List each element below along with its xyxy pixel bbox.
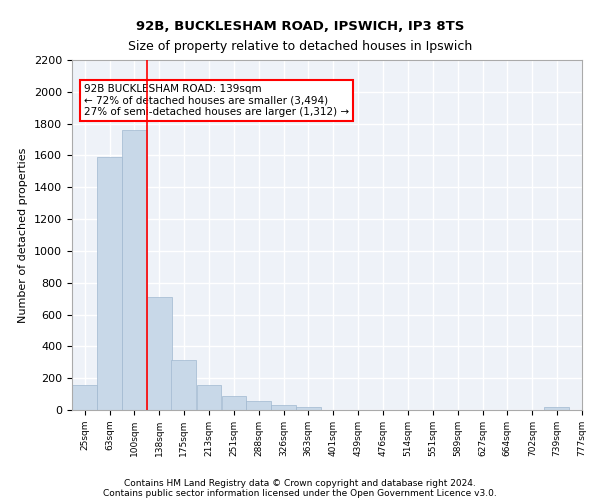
Text: Size of property relative to detached houses in Ipswich: Size of property relative to detached ho… (128, 40, 472, 53)
Y-axis label: Number of detached properties: Number of detached properties (19, 148, 28, 322)
Bar (147, 297, 172, 410)
Bar (72, 384, 97, 410)
Bar (197, 384, 221, 410)
Bar (296, 406, 320, 410)
Bar (246, 401, 271, 410)
Bar (221, 396, 247, 410)
Text: 92B, BUCKLESHAM ROAD, IPSWICH, IP3 8TS: 92B, BUCKLESHAM ROAD, IPSWICH, IP3 8TS (136, 20, 464, 33)
Text: Contains HM Land Registry data © Crown copyright and database right 2024.: Contains HM Land Registry data © Crown c… (124, 478, 476, 488)
Bar (271, 405, 296, 410)
Text: Contains public sector information licensed under the Open Government Licence v3: Contains public sector information licen… (103, 488, 497, 498)
Bar (172, 360, 196, 410)
Bar (122, 130, 146, 410)
Bar (97, 157, 122, 410)
Text: 92B BUCKLESHAM ROAD: 139sqm
← 72% of detached houses are smaller (3,494)
27% of : 92B BUCKLESHAM ROAD: 139sqm ← 72% of det… (84, 84, 349, 117)
Bar (544, 406, 569, 410)
